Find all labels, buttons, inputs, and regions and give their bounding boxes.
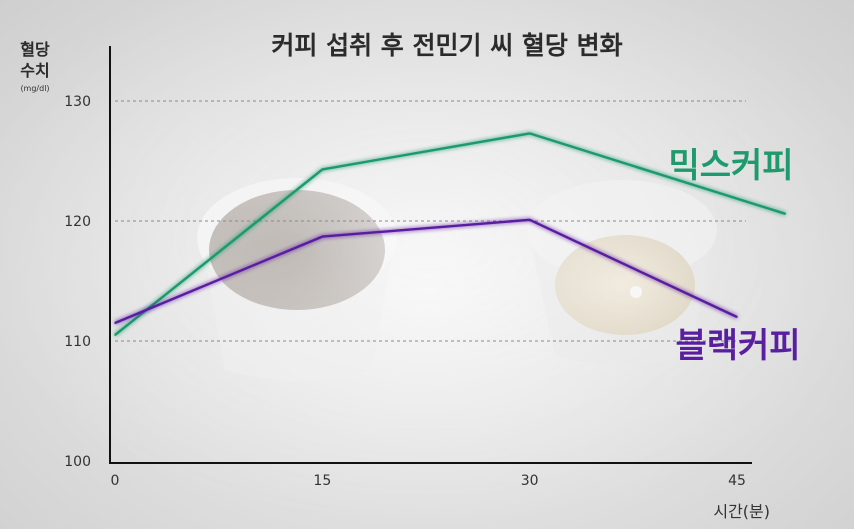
y-axis-label-line1: 혈당 xyxy=(20,40,50,59)
black-coffee-point-0 xyxy=(114,322,116,324)
x-tick-label-0: 0 xyxy=(111,473,120,489)
black-coffee-line xyxy=(114,218,738,325)
y-tick-label-100: 100 xyxy=(64,454,91,470)
series-lines xyxy=(114,132,787,336)
y-tick-label-130: 130 xyxy=(64,94,91,110)
mix-coffee-label: 믹스커피 xyxy=(668,146,793,186)
mix-coffee-point-2 xyxy=(528,132,531,135)
mix-coffee-point-1 xyxy=(321,168,324,171)
mix-coffee-line xyxy=(114,132,786,336)
x-tick-label-15: 15 xyxy=(313,473,331,489)
chart-title: 커피 섭취 후 전민기 씨 혈당 변화 xyxy=(271,31,622,60)
x-axis-label: 시간(분) xyxy=(713,502,770,521)
x-tick-label-30: 30 xyxy=(521,473,539,489)
y-axis-unit: (mg/dl) xyxy=(20,84,49,93)
tick-labels: 100 110 120 130 0 15 30 45 xyxy=(64,94,746,489)
y-axis-label-line2: 수치 xyxy=(20,61,49,80)
mix-coffee-point-3 xyxy=(784,213,787,215)
axes xyxy=(109,46,752,464)
black-coffee-point-1 xyxy=(321,235,324,238)
y-tick-label-120: 120 xyxy=(64,214,91,230)
black-coffee-point-3 xyxy=(736,316,738,318)
mix-coffee-point-0 xyxy=(114,334,116,336)
black-coffee-point-2 xyxy=(528,219,531,221)
y-tick-label-110: 110 xyxy=(64,334,91,350)
black-coffee-label: 블랙커피 xyxy=(675,326,800,366)
x-tick-label-45: 45 xyxy=(728,473,746,489)
